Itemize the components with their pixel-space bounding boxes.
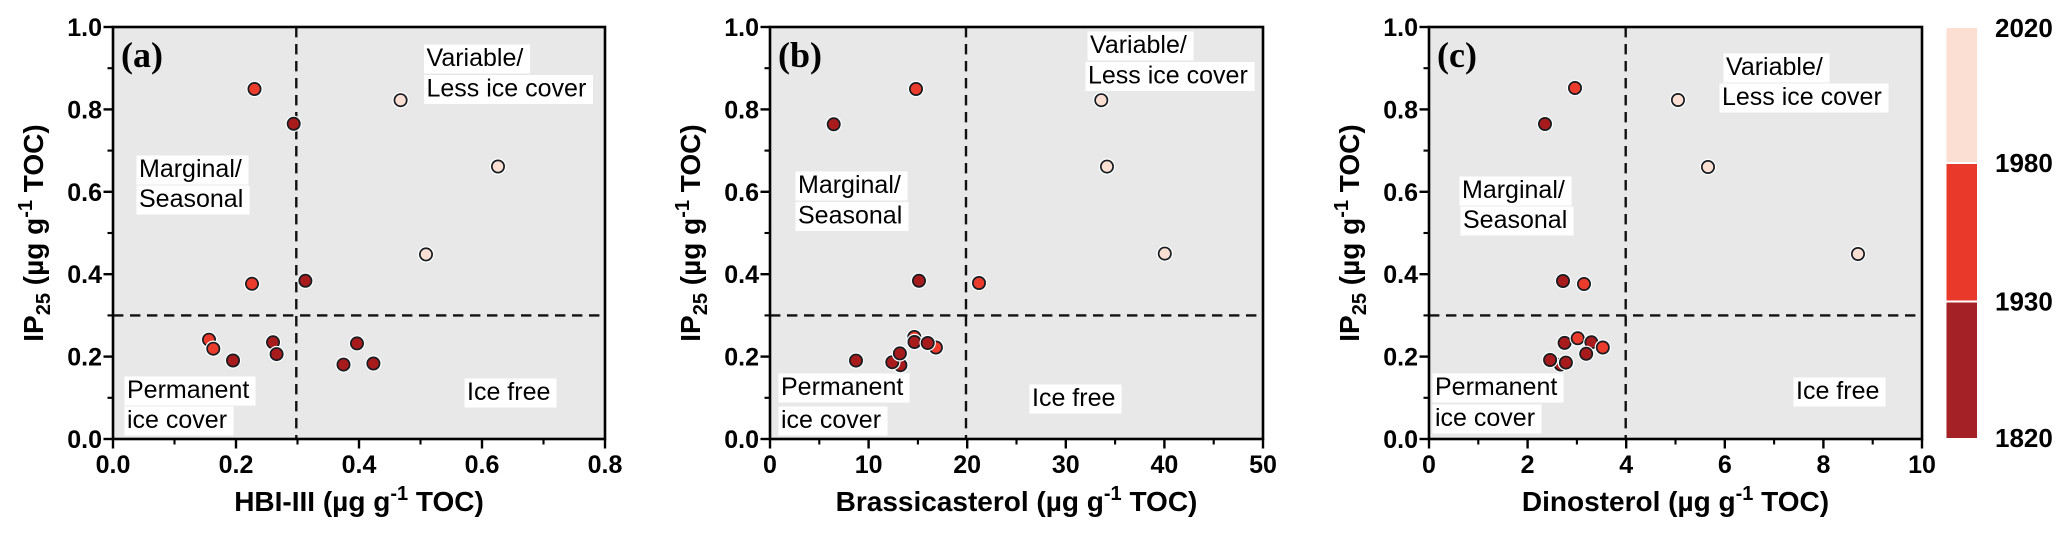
svg-text:0.2: 0.2 (219, 451, 254, 479)
svg-text:2: 2 (1521, 451, 1535, 479)
svg-text:Permanent: Permanent (1435, 373, 1557, 401)
svg-text:8: 8 (1816, 451, 1830, 479)
svg-text:0.6: 0.6 (724, 179, 759, 207)
svg-text:0.2: 0.2 (67, 344, 102, 372)
svg-text:Permanent: Permanent (127, 376, 249, 404)
svg-text:0.8: 0.8 (1383, 96, 1418, 124)
svg-text:(a): (a) (121, 35, 163, 75)
svg-text:0.6: 0.6 (1383, 179, 1418, 207)
svg-text:IP25 (µg g-1 TOC): IP25 (µg g-1 TOC) (1331, 124, 1371, 341)
svg-text:4: 4 (1619, 451, 1633, 479)
svg-text:50: 50 (1249, 451, 1277, 479)
svg-text:1.0: 1.0 (724, 14, 759, 42)
svg-text:(b): (b) (778, 35, 822, 75)
svg-text:ice cover: ice cover (781, 406, 881, 434)
svg-text:Ice free: Ice free (1796, 377, 1879, 405)
svg-text:0.0: 0.0 (724, 426, 759, 454)
svg-text:0.0: 0.0 (67, 426, 102, 454)
svg-text:20: 20 (953, 451, 981, 479)
svg-text:2020: 2020 (1995, 13, 2053, 43)
svg-text:6: 6 (1718, 451, 1732, 479)
svg-text:Variable/: Variable/ (1090, 31, 1187, 59)
svg-text:0.4: 0.4 (724, 261, 759, 289)
svg-text:0.4: 0.4 (1383, 261, 1418, 289)
svg-text:0: 0 (763, 451, 777, 479)
svg-text:Seasonal: Seasonal (139, 185, 243, 213)
svg-text:0.4: 0.4 (342, 451, 377, 479)
svg-text:Marginal/: Marginal/ (139, 155, 242, 183)
svg-text:ice cover: ice cover (127, 406, 227, 434)
svg-text:Seasonal: Seasonal (1463, 206, 1567, 234)
svg-text:30: 30 (1052, 451, 1080, 479)
svg-text:0.4: 0.4 (67, 261, 102, 289)
svg-text:Less ice cover: Less ice cover (1722, 83, 1882, 111)
svg-text:0.8: 0.8 (67, 96, 102, 124)
svg-text:0.0: 0.0 (96, 451, 131, 479)
svg-text:10: 10 (1908, 451, 1936, 479)
svg-text:Less ice cover: Less ice cover (1088, 62, 1248, 90)
svg-text:Brassicasterol (µg g-1 TOC): Brassicasterol (µg g-1 TOC) (836, 483, 1198, 517)
svg-text:Variable/: Variable/ (1726, 53, 1823, 81)
svg-text:Marginal/: Marginal/ (798, 171, 901, 199)
svg-text:ice cover: ice cover (1435, 404, 1535, 432)
svg-text:0.0: 0.0 (1383, 426, 1418, 454)
svg-text:1980: 1980 (1995, 148, 2053, 178)
svg-text:0.6: 0.6 (465, 451, 500, 479)
svg-text:Marginal/: Marginal/ (1462, 176, 1565, 204)
svg-text:0.8: 0.8 (588, 451, 623, 479)
svg-text:0.2: 0.2 (1383, 344, 1418, 372)
svg-text:40: 40 (1150, 451, 1178, 479)
svg-text:Permanent: Permanent (781, 373, 903, 401)
svg-text:Dinosterol (µg g-1 TOC): Dinosterol (µg g-1 TOC) (1522, 483, 1829, 517)
svg-text:10: 10 (855, 451, 883, 479)
svg-text:Ice free: Ice free (1032, 384, 1115, 412)
svg-text:(c): (c) (1437, 35, 1477, 75)
svg-text:Ice free: Ice free (467, 378, 550, 406)
svg-text:HBI-III (µg g-1 TOC): HBI-III (µg g-1 TOC) (234, 483, 484, 517)
svg-text:Seasonal: Seasonal (798, 202, 902, 230)
svg-text:1.0: 1.0 (67, 14, 102, 42)
svg-text:0: 0 (1422, 451, 1436, 479)
svg-text:0.8: 0.8 (724, 96, 759, 124)
svg-text:1820: 1820 (1995, 423, 2053, 453)
svg-text:1930: 1930 (1995, 287, 2053, 317)
svg-text:Variable/: Variable/ (427, 44, 524, 72)
svg-text:1.0: 1.0 (1383, 14, 1418, 42)
svg-text:0.6: 0.6 (67, 179, 102, 207)
svg-text:0.2: 0.2 (724, 344, 759, 372)
svg-text:IP25 (µg g-1 TOC): IP25 (µg g-1 TOC) (15, 124, 55, 341)
svg-text:IP25 (µg g-1 TOC): IP25 (µg g-1 TOC) (672, 124, 712, 341)
svg-text:Less ice cover: Less ice cover (427, 75, 587, 103)
